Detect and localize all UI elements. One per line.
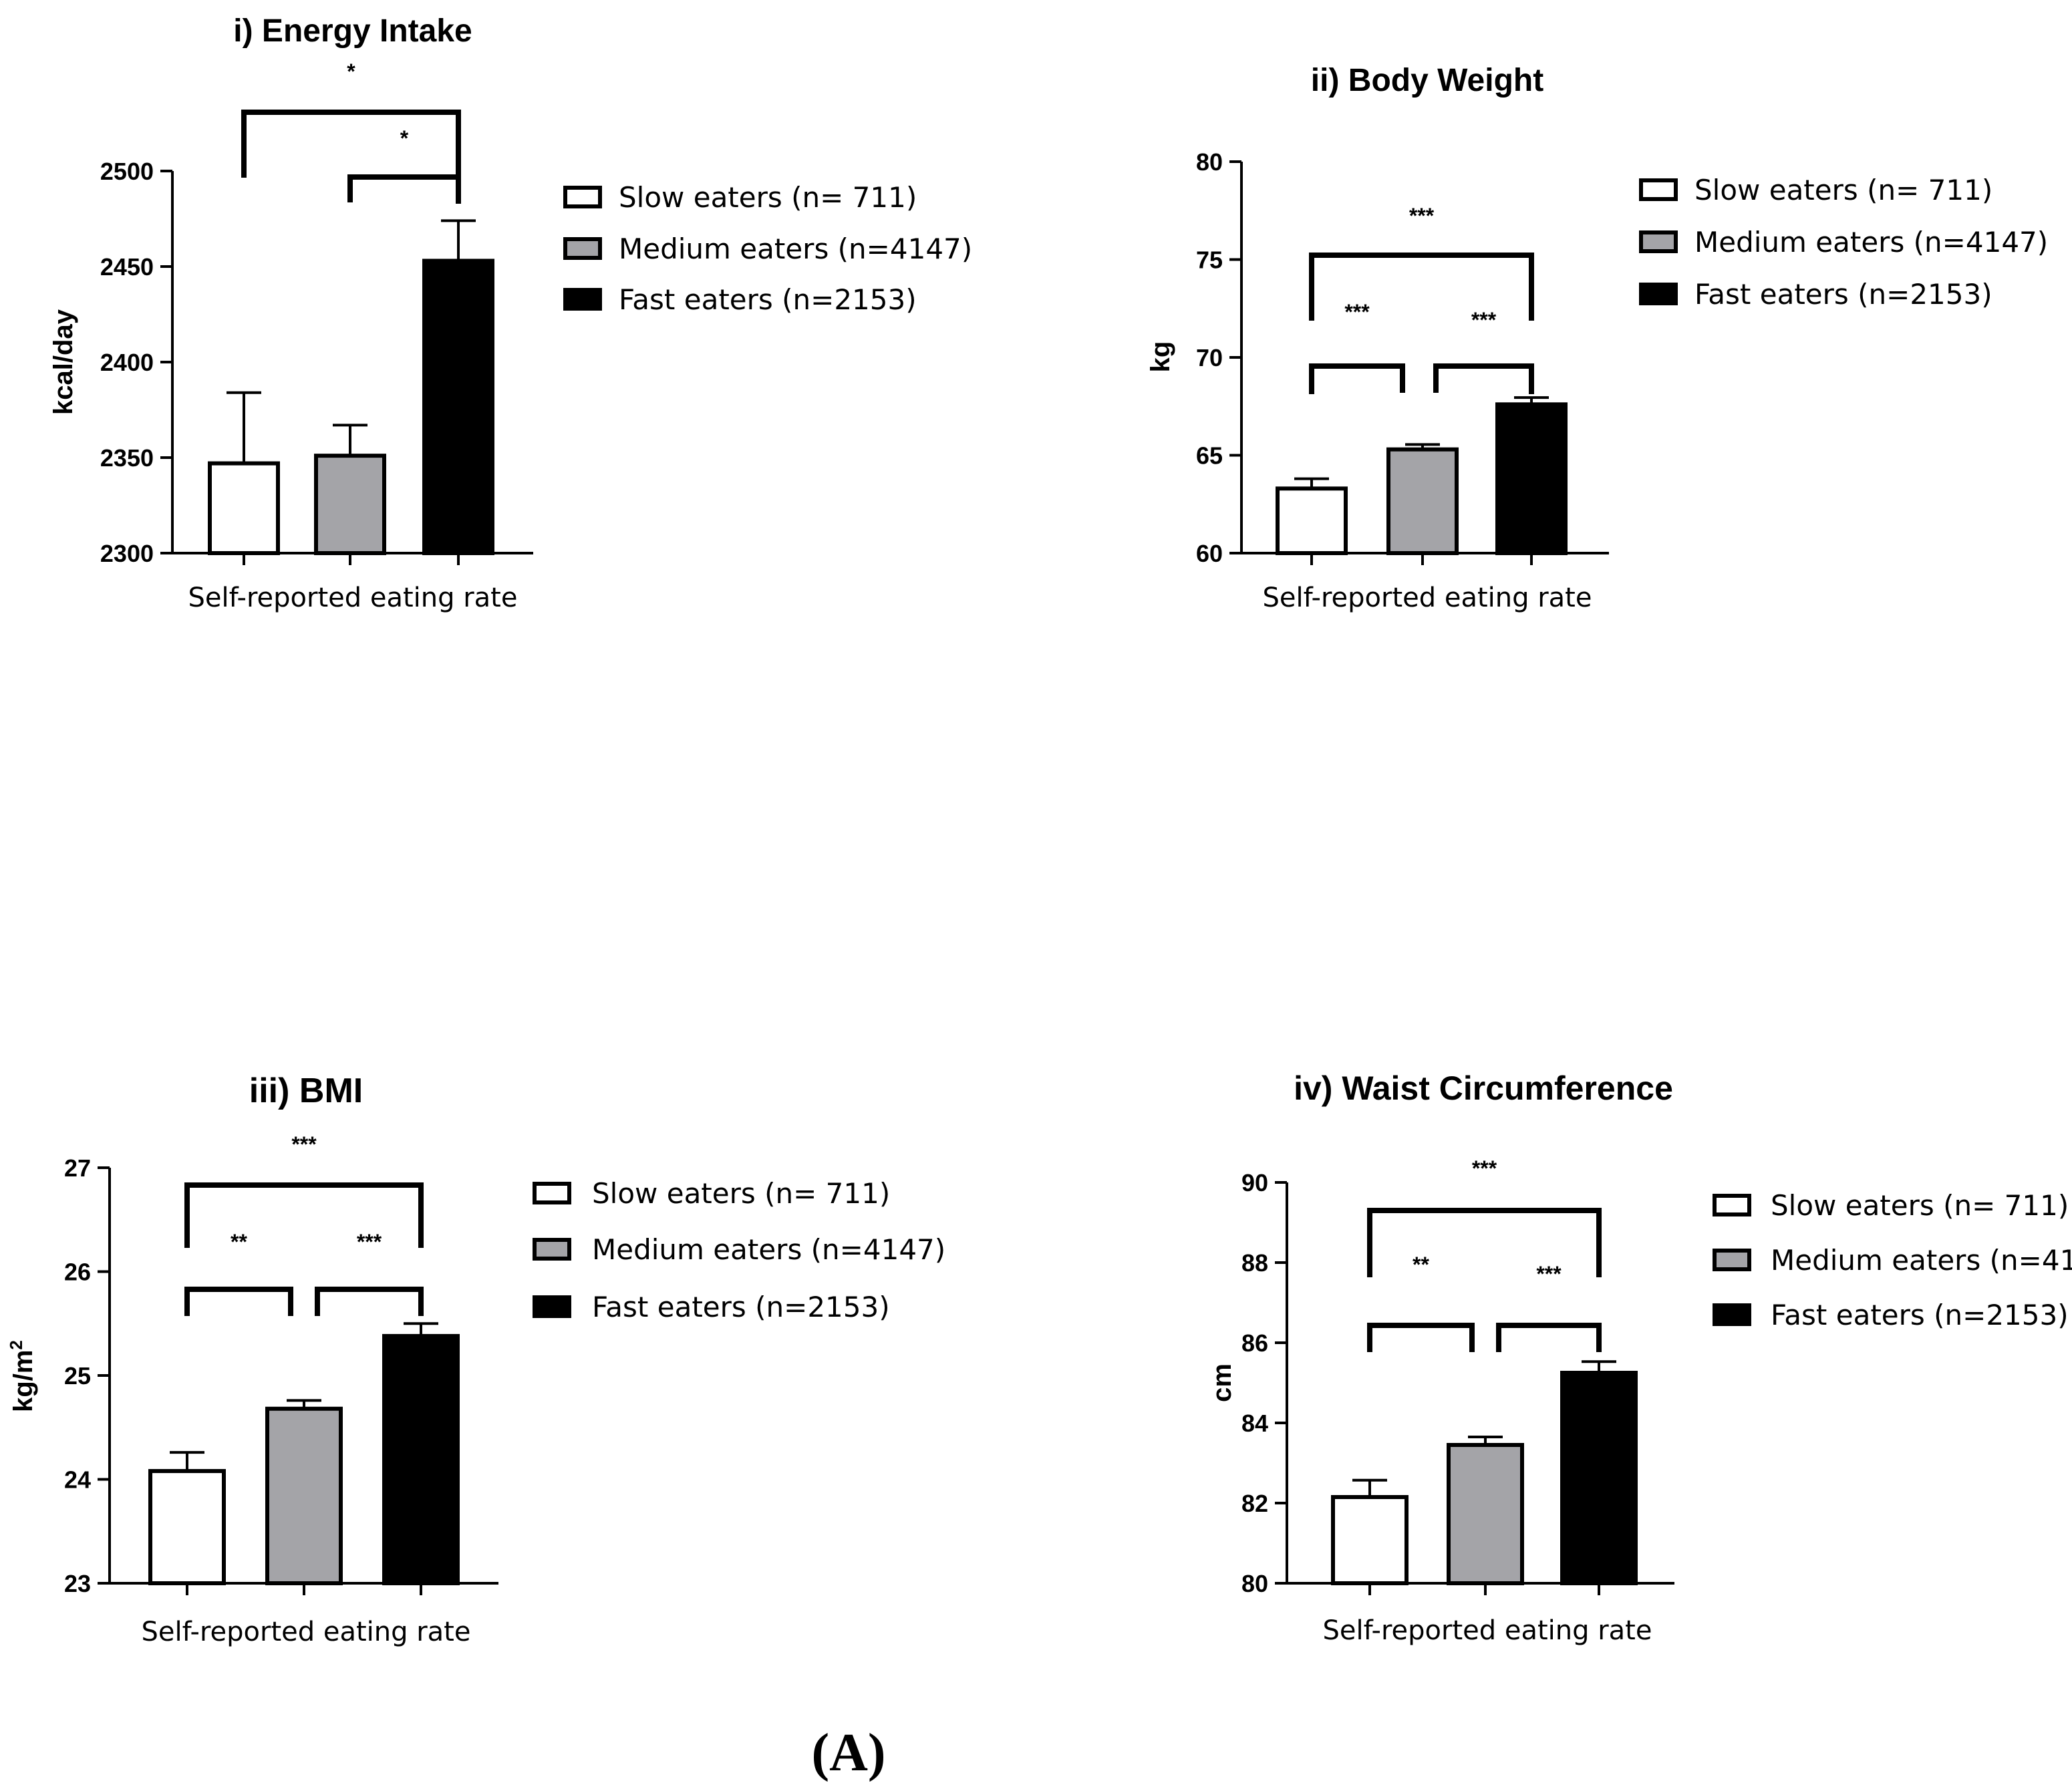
significance-bracket	[184, 1287, 293, 1316]
y-tick-label: 2450	[100, 253, 154, 281]
y-tick-label: 75	[1196, 247, 1223, 274]
significance-bracket	[184, 1182, 424, 1248]
significance-bracket	[315, 1287, 424, 1316]
chart-title: iv) Waist Circumference	[1294, 1070, 1673, 1107]
legend-label-slow: Slow eaters (n= 711)	[1694, 174, 1992, 206]
bar-medium	[314, 454, 386, 556]
bar-fast	[1495, 402, 1568, 555]
significance-bracket	[241, 110, 461, 178]
chart-panel-3: iii) BMI 23 24 25 26 27 kg/m2 Self-reported eat…	[6, 1072, 945, 1647]
chart-panel-4: iv) Waist Circumference 80 82 84 86 88 90 cm Sel…	[1207, 1070, 2072, 1646]
chart-panel-2: ii) Body Weight 60 65 70 75 80 kg Self-reported…	[1146, 63, 2048, 613]
y-tick-label: 90	[1241, 1169, 1268, 1196]
y-tick-label: 24	[64, 1466, 91, 1494]
y-axis-label-superscript: 2	[6, 1340, 26, 1349]
chart-title: i) Energy Intake	[233, 13, 472, 49]
significance-bracket	[1367, 1323, 1475, 1352]
bar-medium	[1447, 1443, 1524, 1585]
legend-swatch-fast	[563, 288, 602, 311]
x-axis-label: Self-reported eating rate	[188, 583, 518, 613]
legend-label-fast: Fast eaters (n=2153)	[1771, 1299, 2069, 1331]
chart-panel-1: i) Energy Intake 2300 2350 2400 2450 2500 kcal…	[49, 13, 972, 613]
bar-slow	[148, 1469, 226, 1586]
legend-label-slow: Slow eaters (n= 711)	[619, 181, 917, 214]
legend-label-fast: Fast eaters (n=2153)	[592, 1291, 890, 1323]
legend-label-medium: Medium eaters (n=4147)	[619, 232, 972, 265]
y-tick-label: 26	[64, 1259, 91, 1286]
legend-label-slow: Slow eaters (n= 711)	[1771, 1189, 2069, 1222]
x-axis-label: Self-reported eating rate	[1263, 583, 1592, 613]
y-tick-label: 65	[1196, 442, 1223, 470]
legend-swatch-slow	[533, 1182, 571, 1204]
legend-swatch-medium	[533, 1238, 571, 1261]
chart-title: ii) Body Weight	[1311, 63, 1543, 98]
y-axis-label: kg	[1146, 341, 1175, 373]
chart-title: iii) BMI	[249, 1072, 363, 1110]
bar-slow	[1331, 1495, 1409, 1585]
legend-swatch-fast	[533, 1295, 571, 1318]
y-axis-label: cm	[1207, 1363, 1237, 1402]
significance-label: **	[1413, 1253, 1429, 1277]
legend-label-slow: Slow eaters (n= 711)	[592, 1177, 890, 1210]
significance-label: *	[400, 126, 409, 150]
legend-label-fast: Fast eaters (n=2153)	[1694, 278, 1992, 311]
bar-medium	[1386, 447, 1459, 556]
bar-medium	[265, 1406, 343, 1585]
significance-bracket	[1309, 363, 1405, 394]
significance-bracket	[347, 174, 461, 204]
y-tick-label: 82	[1241, 1490, 1268, 1517]
legend-swatch-medium	[1639, 230, 1678, 253]
legend-swatch-slow	[1639, 178, 1678, 201]
legend-swatch-fast	[1713, 1303, 1751, 1326]
significance-label: *	[347, 59, 355, 84]
y-tick-label: 27	[64, 1154, 91, 1182]
bar-fast	[422, 259, 494, 555]
y-tick-label: 80	[1196, 148, 1223, 176]
significance-bracket	[1433, 363, 1534, 394]
x-axis-label: Self-reported eating rate	[1323, 1615, 1652, 1646]
x-axis-label: Self-reported eating rate	[142, 1617, 471, 1647]
y-axis-label: kcal/day	[49, 309, 78, 415]
y-tick-label: 70	[1196, 344, 1223, 371]
y-tick-label: 2350	[100, 444, 154, 472]
y-tick-label: 25	[64, 1362, 91, 1390]
bar-fast	[1560, 1371, 1638, 1585]
significance-label: ***	[1536, 1262, 1562, 1286]
legend-label-fast: Fast eaters (n=2153)	[619, 283, 917, 316]
y-tick-label: 23	[64, 1570, 91, 1597]
y-tick-label: 80	[1241, 1570, 1268, 1597]
y-tick-label: 2400	[100, 349, 154, 376]
significance-bracket	[1309, 253, 1534, 321]
legend-swatch-medium	[563, 237, 602, 260]
y-tick-label: 88	[1241, 1249, 1268, 1277]
significance-label: ***	[1344, 300, 1370, 324]
significance-bracket	[1496, 1323, 1602, 1352]
significance-label: ***	[357, 1230, 382, 1254]
significance-bracket	[1367, 1208, 1602, 1277]
significance-label: ***	[291, 1132, 317, 1156]
significance-label: ***	[1471, 308, 1497, 332]
legend-label-medium: Medium eaters (n=4147)	[592, 1233, 945, 1266]
y-tick-label: 84	[1241, 1410, 1268, 1437]
bar-fast	[382, 1333, 460, 1586]
legend-swatch-fast	[1639, 283, 1678, 305]
legend-label-medium: Medium eaters (n=4147)	[1771, 1244, 2072, 1277]
y-tick-label: 86	[1241, 1329, 1268, 1357]
legend-swatch-slow	[1713, 1194, 1751, 1216]
legend-label-medium: Medium eaters (n=4147)	[1694, 226, 2048, 259]
bar-slow	[208, 461, 280, 556]
y-tick-label: 2500	[100, 158, 154, 185]
bar-slow	[1276, 486, 1348, 555]
y-tick-label: 2300	[100, 540, 154, 567]
legend-swatch-slow	[563, 186, 602, 208]
significance-label: ***	[1409, 204, 1435, 228]
legend-swatch-medium	[1713, 1249, 1751, 1271]
y-tick-label: 60	[1196, 540, 1223, 567]
panel-label: (A)	[811, 1724, 885, 1782]
y-axis-label: kg/m2	[6, 1340, 38, 1412]
significance-label: ***	[1472, 1156, 1497, 1180]
charts-root: i) Energy Intake 2300 2350 2400 2450 2500 kcal…	[6, 13, 2072, 1647]
significance-label: **	[231, 1230, 247, 1254]
